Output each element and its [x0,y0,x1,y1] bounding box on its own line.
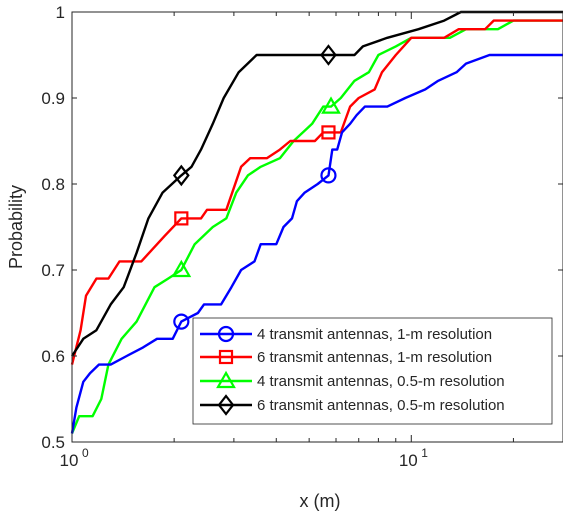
y-tick-label: 0.6 [41,347,65,366]
y-tick-label: 1 [56,3,65,22]
x-tick-label: 10 [399,451,418,470]
legend-label: 4 transmit antennas, 1-m resolution [257,326,492,343]
x-tick-exponent: 0 [82,446,89,460]
legend: 4 transmit antennas, 1-m resolution 6 tra… [193,318,552,424]
legend-label: 6 transmit antennas, 1-m resolution [257,349,492,366]
legend-label: 4 transmit antennas, 0.5-m resolution [257,373,505,390]
y-tick-label: 0.7 [41,261,65,280]
y-tick-label: 0.8 [41,175,65,194]
legend-label: 6 transmit antennas, 0.5-m resolution [257,397,505,414]
x-axis-label: x (m) [300,491,341,511]
x-tick-label: 10 [60,451,79,470]
x-tick-exponent: 1 [421,446,428,460]
y-axis-label: Probability [6,185,26,269]
y-tick-label: 0.9 [41,89,65,108]
y-tick-label: 0.5 [41,433,65,452]
